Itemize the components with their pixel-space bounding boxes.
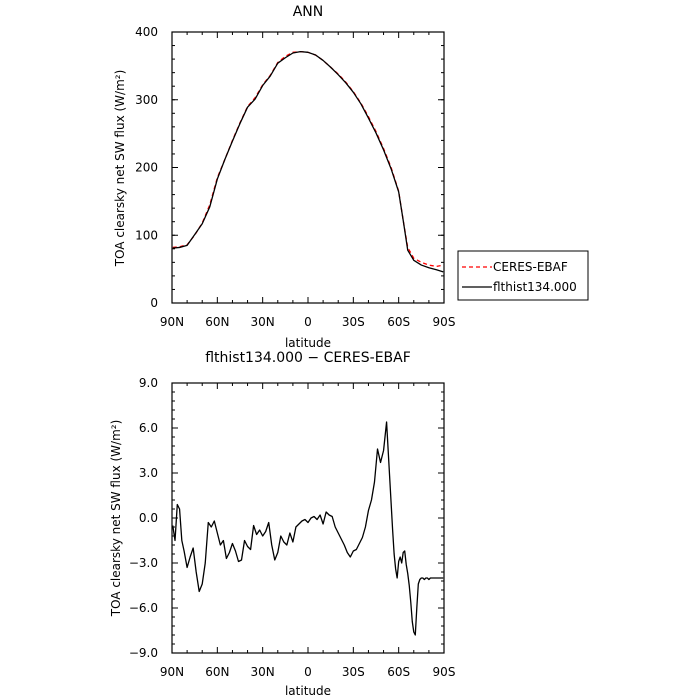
bottom-ytick-label: −6.0 (129, 601, 158, 615)
bottom-plot-frame (171, 382, 445, 654)
top-series-flthist134-000 (172, 51, 444, 273)
bottom-ytick-label: 3.0 (139, 466, 158, 480)
bottom-ytick-label: 9.0 (139, 376, 158, 390)
top-ytick-label: 100 (135, 228, 158, 242)
top-xtick-label: 0 (304, 315, 312, 329)
bottom-xtick-label: 90S (433, 665, 456, 679)
top-ytick-label: 300 (135, 93, 158, 107)
bottom-xtick-label: 60S (387, 665, 410, 679)
bottom-xtick-label: 60N (205, 665, 229, 679)
top-chart-title: ANN (293, 4, 324, 20)
top-ytick-label: 200 (135, 161, 158, 175)
top-panel: ANN 90N 60N 30N 0 30S 60S 90S 0 100 200 300 400 lat… (113, 4, 589, 350)
bottom-ylabel: TOA clearsky net SW flux (W/m²) (109, 420, 123, 618)
legend-label-ceres: CERES-EBAF (493, 260, 568, 274)
bottom-xtick-label: 0 (304, 665, 312, 679)
top-series-ceres-ebaf (172, 51, 444, 268)
bottom-xtick-label: 90N (160, 665, 184, 679)
bottom-ticks: 90N 60N 30N 0 30S 60S 90S 9.0 6.0 3.0 0.0 −3.0 −6.0 −… (129, 376, 456, 679)
top-xtick-label: 60N (205, 315, 229, 329)
bottom-ytick-label: −9.0 (129, 646, 158, 660)
top-xlabel: latitude (285, 336, 331, 350)
top-xtick-label: 30N (251, 315, 275, 329)
top-xtick-label: 90N (160, 315, 184, 329)
top-xtick-label: 60S (387, 315, 410, 329)
legend-box (457, 250, 589, 301)
top-xtick-label: 30S (342, 315, 365, 329)
bottom-xtick-label: 30N (251, 665, 275, 679)
legend-label-flthist: flthist134.000 (493, 280, 577, 294)
bottom-series-group (172, 421, 444, 636)
bottom-xlabel: latitude (285, 684, 331, 698)
top-series-group (172, 51, 444, 273)
bottom-ytick-label: −3.0 (129, 556, 158, 570)
top-ylabel: TOA clearsky net SW flux (W/m²) (113, 70, 127, 268)
bottom-ytick-label: 6.0 (139, 421, 158, 435)
top-ticks: 90N 60N 30N 0 30S 60S 90S 0 100 200 300 400 (135, 25, 455, 329)
bottom-xtick-label: 30S (342, 665, 365, 679)
top-xtick-label: 90S (433, 315, 456, 329)
bottom-panel: flthist134.000 − CERES-EBAF 90N 60N 30N 0 30… (109, 350, 455, 698)
bottom-ytick-label: 0.0 (139, 511, 158, 525)
top-plot-frame (171, 31, 445, 304)
top-ytick-label: 0 (150, 296, 158, 310)
top-ytick-label: 400 (135, 25, 158, 39)
legend: CERES-EBAF flthist134.000 (457, 250, 589, 301)
bottom-chart-title: flthist134.000 − CERES-EBAF (205, 350, 411, 366)
bottom-series-flthist134-000 (172, 421, 444, 636)
